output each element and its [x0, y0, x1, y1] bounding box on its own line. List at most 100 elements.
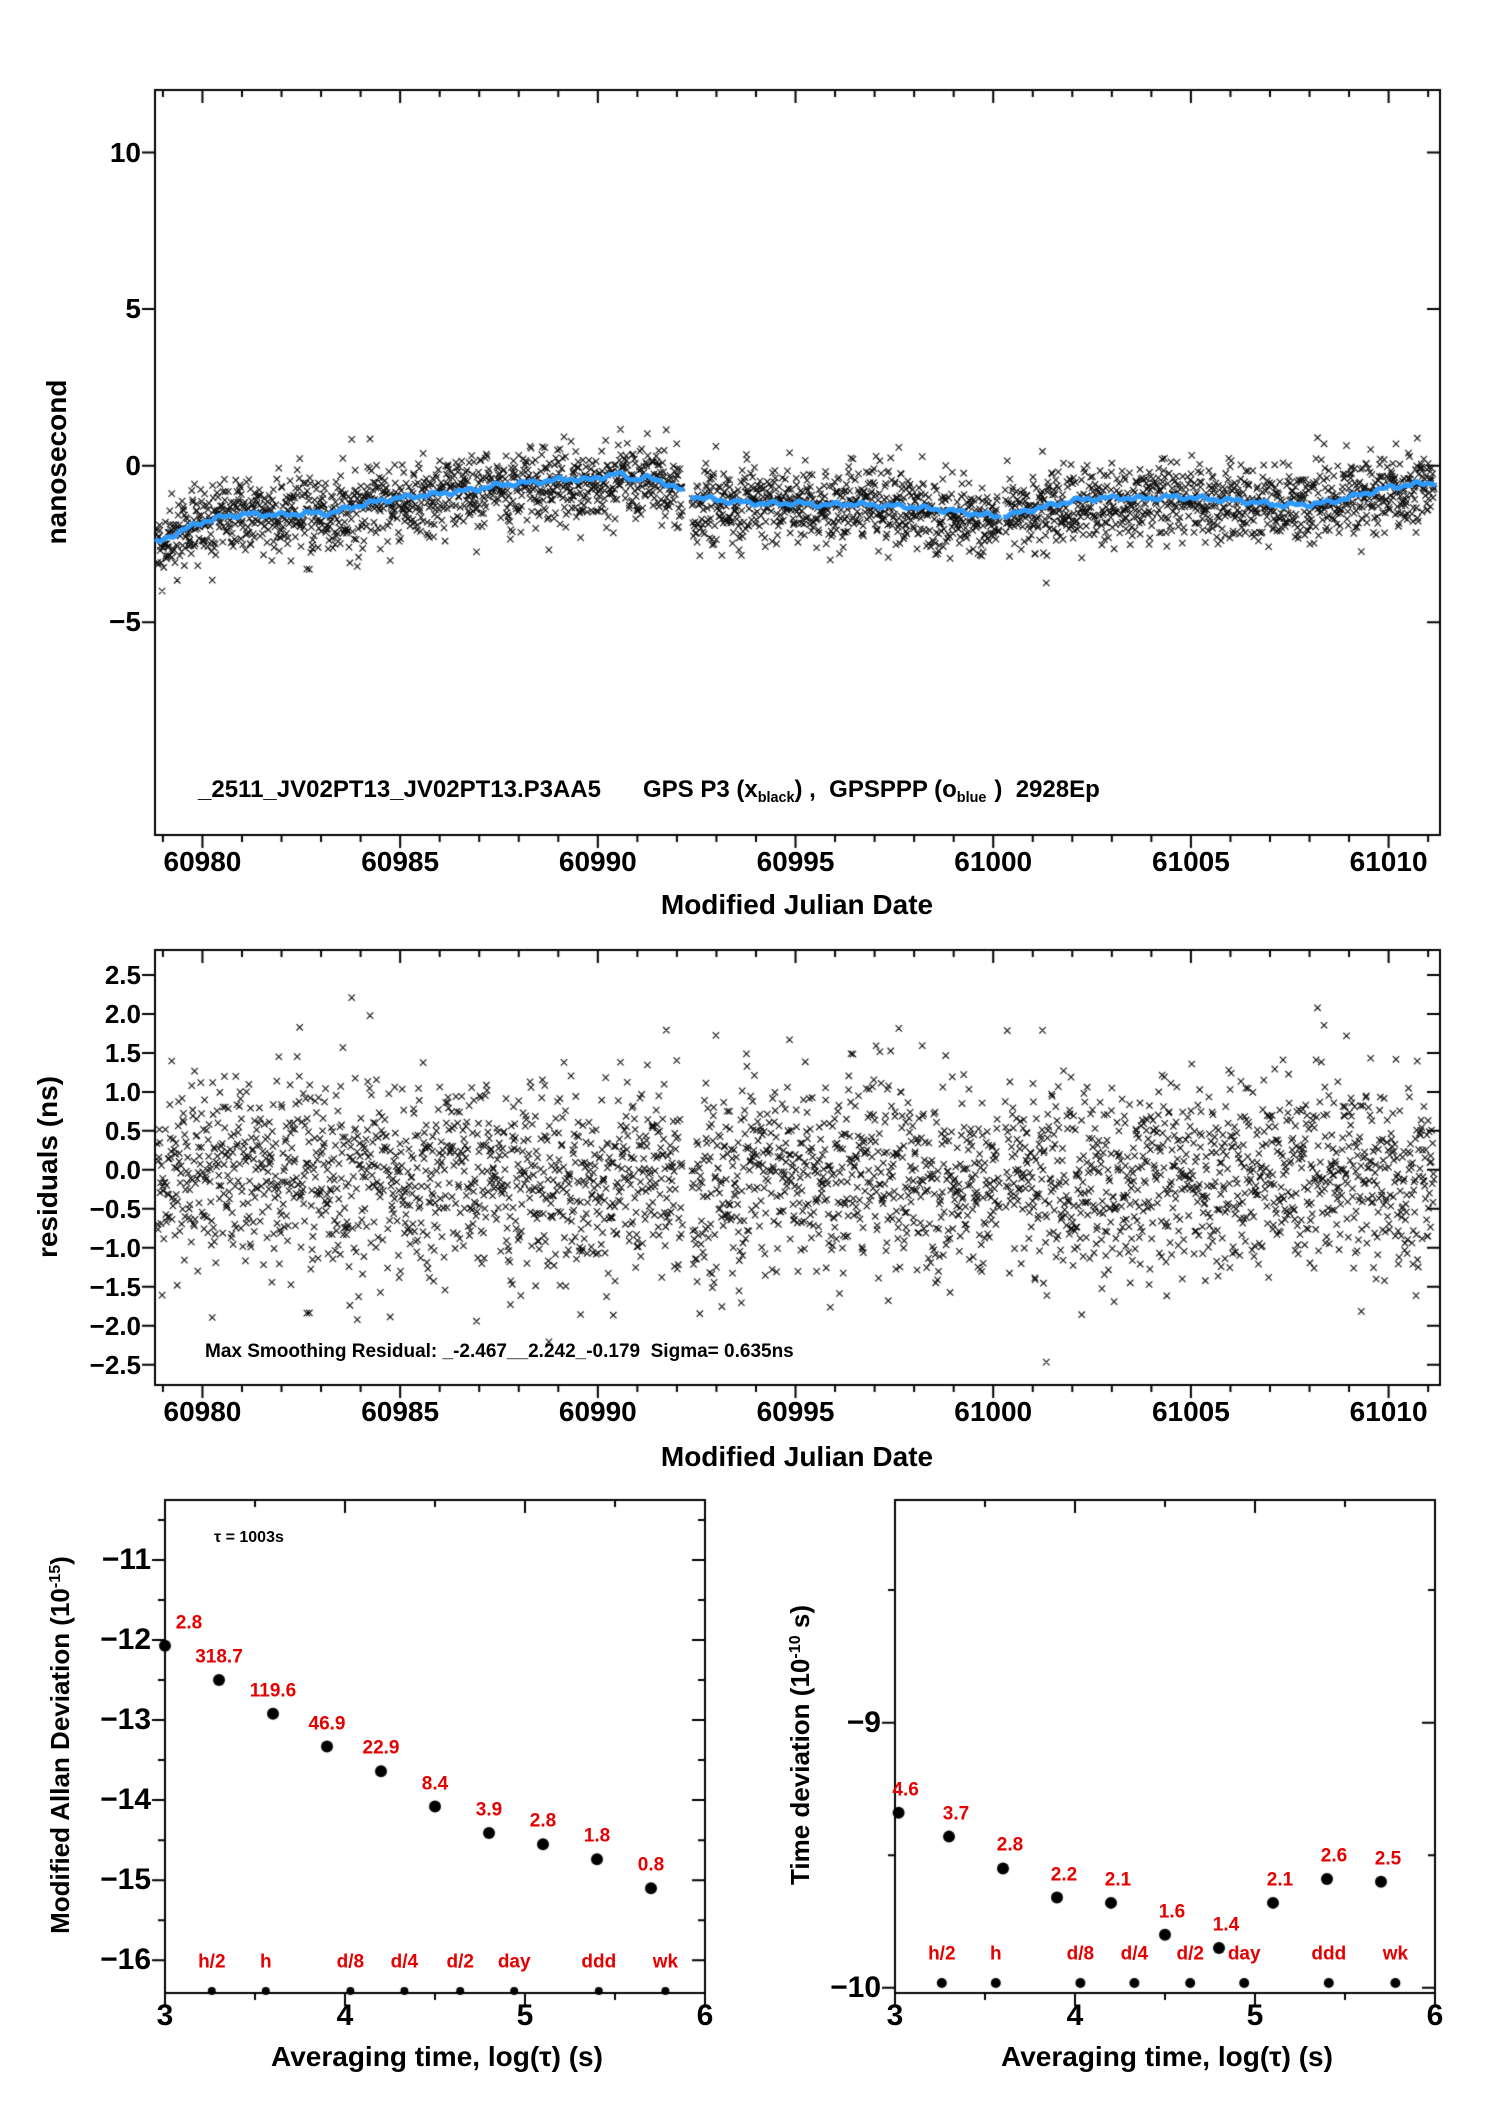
- top-x-axis-title: Modified Julian Date: [660, 889, 934, 920]
- tdev-x-tick-label: 4: [1066, 1999, 1084, 2032]
- tdev-tau-label: wk: [1382, 1943, 1409, 1965]
- top-x-tick-label: 60995: [756, 846, 835, 877]
- title-sub-black: black: [757, 790, 795, 807]
- mad-point-value-label: 318.7: [195, 1646, 243, 1668]
- residuals-x-tick-label: 61010: [1349, 1396, 1428, 1427]
- tdev-tau-label: d/4: [1120, 1943, 1149, 1965]
- mad-y-title-close: ): [45, 1556, 75, 1565]
- residuals-x-tick-label: 60980: [163, 1396, 242, 1427]
- tdev-tau-label: h: [989, 1943, 1002, 1965]
- mad-y-tick-label: −16: [100, 1943, 151, 1977]
- mad-x-tick-label: 4: [336, 1999, 354, 2032]
- top-x-tick-label: 61010: [1349, 846, 1428, 877]
- tdev-x-tick-label: 3: [886, 1999, 904, 2032]
- max-smoothing-residual-annotation: Max Smoothing Residual: _-2.467__2.242_-…: [205, 1341, 794, 1362]
- tdev-point-value-label: 2.6: [1320, 1845, 1348, 1867]
- residuals-y-tick-label: 0.5: [104, 1115, 141, 1146]
- top-x-tick-label: 61005: [1151, 846, 1230, 877]
- mad-x-tick-label: 6: [696, 1999, 714, 2032]
- residuals-x-tick-label: 61000: [954, 1396, 1033, 1427]
- top-y-axis-title: nanosecond: [41, 379, 72, 545]
- tdev-point-value-label: 4.6: [892, 1779, 919, 1801]
- mad-tau-label: h: [259, 1951, 272, 1973]
- tdev-point-value-label: 1.4: [1212, 1914, 1240, 1936]
- residuals-y-tick-label: −1.5: [89, 1271, 141, 1302]
- tdev-point-value-label: 2.2: [1050, 1864, 1078, 1886]
- tdev-point-value-label: 2.5: [1374, 1848, 1402, 1870]
- title-sub-blue: blue: [956, 790, 987, 807]
- mad-point-value-label: 8.4: [421, 1773, 449, 1795]
- mad-point-value-label: 2.8: [175, 1612, 203, 1634]
- tdev-tau-label: h/2: [928, 1943, 956, 1965]
- tdev-y-tick-label: −10: [830, 1970, 881, 2004]
- mad-tau-label: wk: [652, 1951, 679, 1973]
- residuals-x-axis-title: Modified Julian Date: [660, 1441, 934, 1472]
- residuals-y-tick-label: −1.0: [89, 1232, 141, 1263]
- mad-y-title-text: Modified Allan Deviation (10: [45, 1588, 75, 1934]
- tdev-x-tick-label: 6: [1426, 1999, 1444, 2032]
- tau-annotation: τ = 1003s: [214, 1529, 284, 1546]
- title-series-2: ) , GPSPPP (o: [794, 776, 957, 803]
- tdev-y-axis-title: Time deviation (10-10 s): [785, 1604, 815, 1886]
- tdev-y-title-text: Time deviation (10: [785, 1658, 815, 1886]
- mad-x-tick-label: 3: [156, 1999, 174, 2032]
- mad-y-tick-label: −12: [100, 1623, 151, 1657]
- top-x-tick-label: 60990: [558, 846, 637, 877]
- mad-tau-label: d/2: [446, 1951, 474, 1973]
- residuals-x-tick-label: 61005: [1151, 1396, 1230, 1427]
- top-y-tick-label: −5: [109, 606, 141, 638]
- mad-tau-label: h/2: [198, 1951, 226, 1973]
- mad-y-tick-label: −15: [100, 1863, 151, 1897]
- top-y-tick-label: 0: [125, 449, 141, 481]
- mad-point-value-label: 0.8: [637, 1854, 665, 1876]
- mad-tau-label: d/4: [390, 1951, 419, 1973]
- top-x-tick-label: 60985: [361, 846, 440, 877]
- tdev-tau-label: d/2: [1176, 1943, 1204, 1965]
- mad-x-axis-title: Averaging time, log(τ) (s): [271, 2041, 603, 2072]
- top-x-tick-label: 60980: [163, 846, 242, 877]
- mad-y-tick-label: −13: [100, 1703, 151, 1737]
- tdev-point-value-label: 3.7: [942, 1803, 970, 1825]
- residuals-x-tick-label: 60995: [756, 1396, 835, 1427]
- tdev-tau-label: ddd: [1311, 1943, 1347, 1965]
- mad-y-axis-title: Modified Allan Deviation (10-15): [45, 1556, 75, 1934]
- title-epoch-count: ) 2928Ep: [994, 776, 1100, 803]
- tdev-point-value-label: 1.6: [1158, 1901, 1186, 1923]
- tdev-point-value-label: 2.8: [996, 1834, 1024, 1856]
- residuals-y-tick-label: 1.5: [104, 1037, 141, 1068]
- residuals-y-tick-label: 2.0: [104, 998, 141, 1029]
- mad-point-value-label: 46.9: [308, 1713, 346, 1734]
- mad-point-value-label: 2.8: [529, 1810, 557, 1832]
- residuals-y-axis-title: residuals (ns): [32, 1075, 63, 1259]
- residuals-y-tick-label: −0.5: [89, 1193, 141, 1224]
- mad-tau-label: day: [497, 1951, 531, 1973]
- title-file-id: _2511_JV02PT13_JV02PT13.P3AA5: [198, 776, 601, 803]
- residuals-y-tick-label: 1.0: [104, 1076, 141, 1107]
- mad-y-tick-label: −14: [100, 1783, 151, 1817]
- residuals-x-tick-label: 60990: [558, 1396, 637, 1427]
- tdev-x-tick-label: 5: [1246, 1999, 1264, 2032]
- mad-tau-label: ddd: [581, 1951, 617, 1973]
- mad-x-tick-label: 5: [516, 1999, 534, 2032]
- mad-point-value-label: 3.9: [475, 1799, 503, 1821]
- tdev-x-axis-title: Averaging time, log(τ) (s): [1001, 2041, 1333, 2072]
- residuals-x-tick-label: 60985: [361, 1396, 440, 1427]
- top-y-tick-label: 5: [125, 293, 141, 325]
- tdev-y-tick-label: −9: [846, 1705, 881, 1739]
- tdev-y-title-close: s): [785, 1604, 815, 1636]
- mad-y-title-exponent: -15: [46, 1564, 65, 1589]
- mad-y-tick-label: −11: [101, 1543, 151, 1577]
- top-x-tick-label: 61000: [954, 846, 1033, 877]
- title-series-1: GPS P3 (x: [642, 776, 758, 803]
- residuals-y-tick-label: 0.0: [104, 1154, 141, 1185]
- tdev-tau-label: d/8: [1066, 1943, 1095, 1965]
- residuals-y-tick-label: −2.0: [89, 1310, 141, 1341]
- tdev-tau-label: day: [1227, 1943, 1261, 1965]
- top-y-tick-label: 10: [109, 136, 141, 168]
- tdev-point-value-label: 2.1: [1104, 1869, 1132, 1891]
- tdev-y-title-exponent: -10: [786, 1635, 805, 1659]
- residuals-y-tick-label: 2.5: [104, 959, 141, 990]
- residuals-y-tick-label: −2.5: [89, 1349, 141, 1380]
- mad-tau-label: d/8: [336, 1951, 365, 1973]
